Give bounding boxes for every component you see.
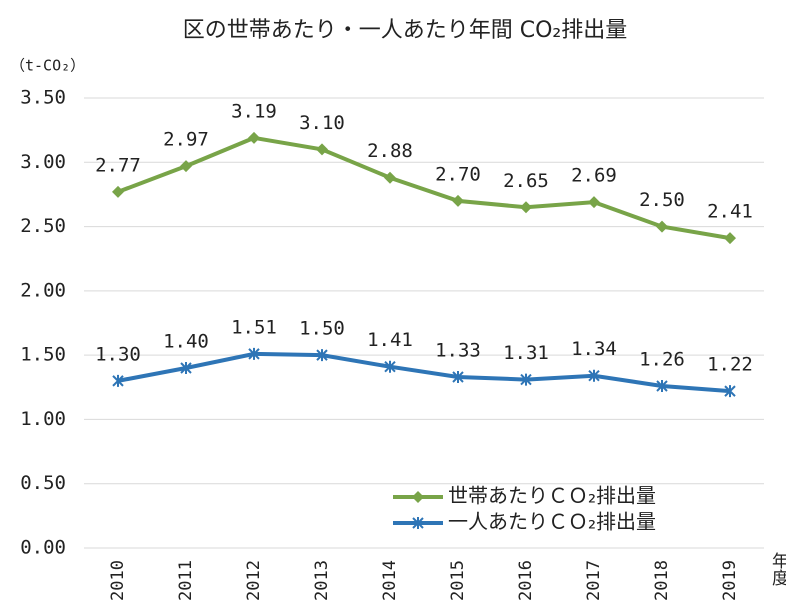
point	[180, 160, 192, 173]
legend-marker	[412, 517, 424, 529]
legend-label: 世帯あたりＣＯ₂排出量	[448, 484, 656, 508]
data-label: 3.19	[231, 100, 277, 122]
x-tick-label: 2011	[176, 560, 196, 601]
x-tick-label: 2015	[448, 560, 468, 601]
chart-title: 区の世帯あたり・一人あたり年間 CO₂排出量	[183, 18, 628, 43]
x-tick-label: 2019	[720, 560, 740, 601]
point	[316, 143, 328, 156]
data-label: 2.97	[163, 129, 209, 151]
y-tick-label: 0.00	[20, 537, 66, 559]
point	[180, 362, 192, 374]
data-label: 1.22	[707, 354, 753, 376]
data-label: 1.31	[503, 342, 549, 364]
point	[384, 171, 396, 184]
data-label: 2.70	[435, 163, 481, 185]
point	[384, 360, 396, 373]
data-label: 1.50	[299, 318, 345, 340]
data-label: 2.65	[503, 170, 549, 192]
y-tick-label: 2.00	[20, 279, 66, 301]
legend-marker	[412, 491, 424, 503]
data-label: 2.50	[639, 189, 685, 211]
x-tick-label: 2013	[312, 560, 332, 601]
data-label: 2.88	[367, 140, 413, 162]
point	[724, 232, 736, 245]
data-label: 2.77	[95, 154, 141, 176]
y-tick-label: 0.50	[20, 472, 66, 494]
y-tick-label: 1.00	[20, 408, 66, 430]
point	[112, 185, 124, 198]
x-tick-label: 2010	[108, 560, 128, 601]
point	[724, 385, 736, 398]
data-label: 1.41	[367, 329, 413, 351]
point	[588, 369, 600, 382]
x-tick-label: 2012	[244, 560, 264, 601]
point	[656, 380, 668, 392]
data-label: 1.30	[95, 343, 141, 365]
y-tick-label: 1.50	[20, 344, 66, 366]
point	[316, 349, 328, 362]
data-label: 1.34	[571, 338, 617, 360]
x-axis-label: 年度	[768, 552, 786, 586]
data-label: 1.33	[435, 340, 481, 362]
series-line	[117, 351, 731, 394]
point	[520, 373, 532, 386]
point	[248, 347, 260, 360]
point	[588, 196, 600, 209]
data-label: 1.26	[639, 349, 685, 371]
data-label: 3.10	[299, 112, 345, 134]
point	[112, 374, 124, 387]
legend-label: 一人あたりＣＯ₂排出量	[448, 510, 656, 534]
x-tick-label: 2014	[380, 560, 400, 601]
data-label: 1.51	[231, 316, 277, 338]
x-tick-label: 2017	[584, 560, 604, 601]
point	[656, 220, 668, 233]
point	[520, 201, 532, 214]
x-tick-label: 2016	[516, 560, 536, 601]
x-tick-label: 2018	[652, 560, 672, 601]
point	[452, 371, 464, 383]
data-label: 2.69	[571, 165, 617, 187]
y-tick-label: 2.50	[20, 215, 66, 237]
series-line	[117, 135, 731, 241]
y-tick-label: 3.00	[20, 151, 66, 173]
data-label: 2.41	[707, 201, 753, 223]
point	[248, 131, 260, 144]
y-axis-label: （t-CO₂）	[10, 57, 85, 75]
data-label: 1.40	[163, 331, 209, 353]
point	[452, 194, 464, 207]
y-tick-label: 3.50	[20, 87, 66, 109]
